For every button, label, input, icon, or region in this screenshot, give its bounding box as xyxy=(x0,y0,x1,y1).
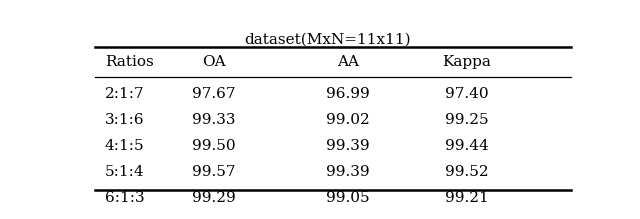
Text: 99.52: 99.52 xyxy=(445,165,489,179)
Text: 2:1:7: 2:1:7 xyxy=(105,87,145,101)
Text: 99.02: 99.02 xyxy=(326,113,370,127)
Text: 99.05: 99.05 xyxy=(326,191,370,205)
Text: 97.67: 97.67 xyxy=(192,87,236,101)
Text: 6:1:3: 6:1:3 xyxy=(105,191,145,205)
Text: 97.40: 97.40 xyxy=(445,87,489,101)
Text: Kappa: Kappa xyxy=(442,55,492,69)
Text: dataset(MxN=11x11): dataset(MxN=11x11) xyxy=(244,33,412,47)
Text: 96.99: 96.99 xyxy=(326,87,370,101)
Text: 5:1:4: 5:1:4 xyxy=(105,165,145,179)
Text: 99.25: 99.25 xyxy=(445,113,489,127)
Text: 99.50: 99.50 xyxy=(192,139,236,153)
Text: 99.39: 99.39 xyxy=(326,165,370,179)
Text: 4:1:5: 4:1:5 xyxy=(105,139,145,153)
Text: 99.21: 99.21 xyxy=(445,191,489,205)
Text: 99.57: 99.57 xyxy=(192,165,236,179)
Text: AA: AA xyxy=(337,55,359,69)
Text: OA: OA xyxy=(202,55,226,69)
Text: 99.44: 99.44 xyxy=(445,139,489,153)
Text: 99.39: 99.39 xyxy=(326,139,370,153)
Text: Ratios: Ratios xyxy=(105,55,154,69)
Text: 99.29: 99.29 xyxy=(192,191,236,205)
Text: 99.33: 99.33 xyxy=(192,113,236,127)
Text: 3:1:6: 3:1:6 xyxy=(105,113,145,127)
